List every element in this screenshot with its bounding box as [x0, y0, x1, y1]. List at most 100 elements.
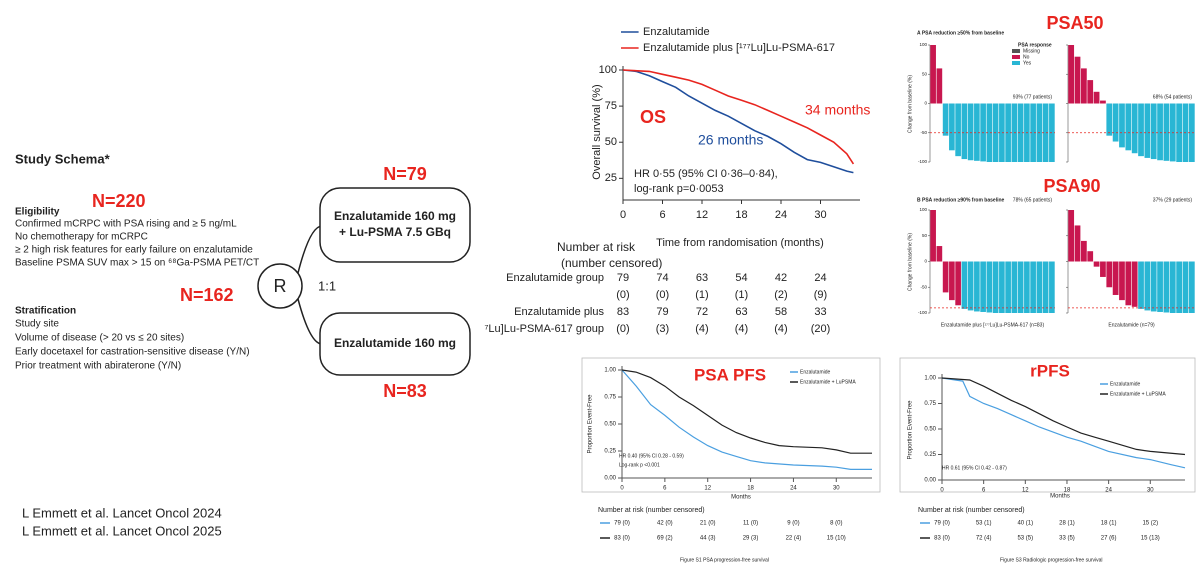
n-randomized: N=162 — [180, 285, 234, 305]
x-tick-label: 0 — [940, 488, 944, 494]
risk-cell: 53 (1) — [976, 521, 992, 527]
waterfall-bar — [949, 261, 955, 301]
waterfall-bar — [936, 68, 943, 104]
x-tick-label: 0 — [620, 486, 624, 492]
legend-swatch — [1012, 55, 1020, 59]
stratification-line: Study site — [15, 319, 59, 330]
y-tick-label: 0 — [924, 259, 927, 264]
risk-count: 63 — [735, 306, 747, 318]
y-axis-label: Proportion Event-Free — [908, 400, 914, 460]
x-tick-label: 24 — [775, 209, 787, 221]
x-tick-label: 6 — [659, 209, 665, 221]
waterfall-bar — [1163, 261, 1170, 313]
waterfall-bar — [1169, 261, 1176, 313]
risk-cell: 11 (0) — [743, 521, 758, 527]
stratification-heading: Stratification — [15, 306, 76, 317]
legend-swatch — [1012, 49, 1020, 53]
waterfall-bar — [1100, 100, 1106, 104]
stratification-line: Early docetaxel for castration-sensitive… — [15, 347, 250, 358]
risk-cell: 22 (4) — [786, 536, 802, 542]
waterfall-bar — [1188, 261, 1195, 313]
legend-label: Missing — [1023, 48, 1040, 54]
y-tick-label: -100 — [918, 310, 928, 315]
y-tick-label: 0 — [924, 101, 927, 106]
waterfall-bar — [1093, 261, 1100, 267]
waterfall-bar — [1087, 80, 1094, 104]
waterfall-bar — [1112, 103, 1119, 142]
waterfall-bar — [1087, 251, 1094, 262]
chart-title: PSA90 — [1043, 176, 1100, 196]
risk-cell: 72 (4) — [976, 536, 992, 542]
y-tick-label: 25 — [605, 172, 617, 184]
eligibility-heading: Eligibility — [15, 207, 60, 218]
survival-curve — [622, 69, 855, 165]
waterfall-bar — [1093, 91, 1100, 104]
waterfall-bar — [1144, 103, 1151, 158]
waterfall-bar — [992, 261, 999, 313]
legend-label: Enzalutamide — [1110, 381, 1141, 387]
risk-count: 54 — [735, 272, 747, 284]
waterfall-bar — [1005, 261, 1011, 313]
x-tick-label: 0 — [620, 209, 626, 221]
waterfall-bar — [1119, 103, 1125, 148]
y-tick-label: 0.75 — [924, 401, 936, 407]
chart-title: rPFS — [1030, 361, 1070, 380]
risk-censored: (4) — [774, 323, 787, 335]
waterfall-bar — [1144, 261, 1151, 311]
waterfall-bar — [1106, 103, 1113, 136]
risk-cell: 79 (0) — [934, 521, 950, 527]
x-tick-label: 24 — [1105, 488, 1112, 494]
survival-curve — [621, 369, 872, 470]
risk-censored: (9) — [814, 289, 827, 301]
waterfall-bar — [1042, 261, 1049, 313]
y-tick-label: -50 — [920, 130, 927, 135]
waterfall-bar — [955, 261, 961, 306]
stats-text: Log-rank p <0.001 — [619, 462, 660, 468]
x-tick-label: 6 — [663, 486, 667, 492]
annotation: 34 months — [805, 102, 870, 118]
risk-cell: 69 (2) — [657, 536, 673, 542]
reference: L Emmett et al. Lancet Oncol 2024 — [22, 505, 222, 520]
y-tick-label: 50 — [922, 71, 928, 76]
risk-row-label: Enzalutamide plus — [514, 306, 604, 318]
waterfall-bar — [1100, 261, 1106, 277]
risk-count: 58 — [775, 306, 787, 318]
annotation: 26 months — [698, 132, 763, 148]
x-axis-label: Enzalutamide (n=79) — [1108, 322, 1155, 328]
figure-caption: Figure S3 Radiologic progression-free su… — [1000, 557, 1103, 563]
risk-cell: 33 (5) — [1059, 536, 1075, 542]
randomization-label: R — [274, 276, 287, 296]
x-tick-label: 18 — [1064, 488, 1071, 494]
y-tick-label: 1.00 — [604, 368, 616, 374]
risk-cell: 27 (6) — [1101, 536, 1117, 542]
stats-text: log-rank p=0·0053 — [634, 183, 724, 195]
arm-n: N=79 — [383, 164, 427, 184]
risk-count: 33 — [814, 306, 826, 318]
legend-label: Enzalutamide + LuPSMA — [800, 379, 856, 385]
ratio: 1:1 — [318, 278, 336, 293]
y-tick-label: 0.50 — [604, 422, 616, 428]
waterfall-bar — [1106, 261, 1113, 288]
waterfall-bar — [936, 246, 943, 262]
waterfall-bar — [961, 103, 968, 160]
stats-text: HR 0.61 (95% CI 0.42 - 0.87) — [942, 465, 1007, 471]
waterfall-bar — [1163, 103, 1170, 161]
waterfall-bar — [1081, 240, 1087, 262]
risk-censored: (0) — [616, 289, 629, 301]
x-tick-label: 18 — [735, 209, 747, 221]
waterfall-bar — [1182, 261, 1189, 313]
arm-box — [319, 312, 471, 376]
waterfall-bar — [1157, 103, 1163, 161]
x-axis-label: Months — [731, 495, 751, 501]
y-tick-label: 100 — [919, 42, 927, 47]
y-tick-label: 0.00 — [604, 476, 616, 482]
schema-heading: Study Schema* — [15, 151, 111, 166]
eligibility-line: Baseline PSMA SUV max > 15 on ⁶⁸Ga-PSMA … — [15, 258, 259, 269]
risk-censored: (2) — [774, 289, 787, 301]
waterfall-bar — [1112, 261, 1119, 295]
risk-count: 79 — [656, 306, 668, 318]
x-tick-label: 30 — [1147, 488, 1154, 494]
figure-frame — [581, 357, 881, 493]
waterfall-bar — [967, 261, 974, 311]
